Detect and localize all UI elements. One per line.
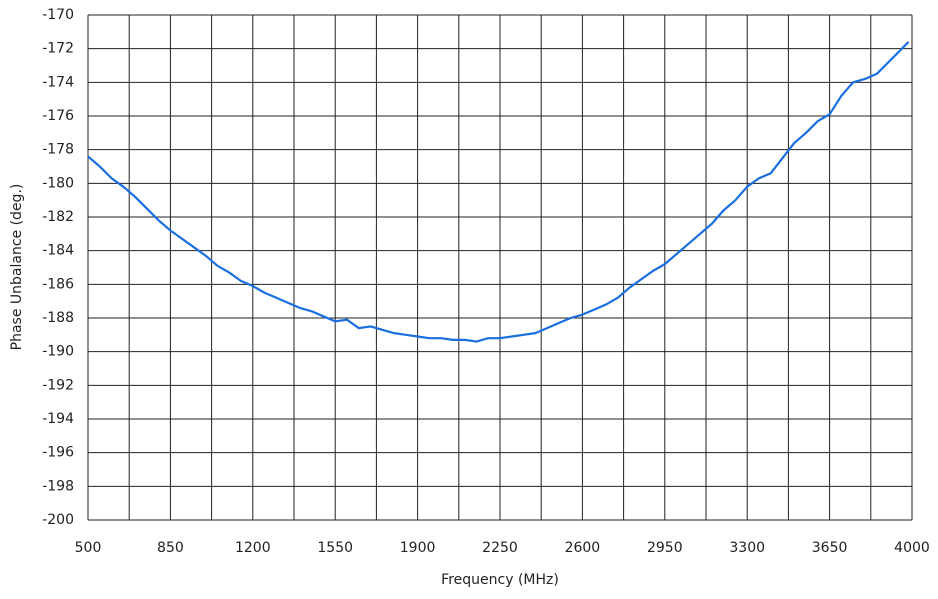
y-tick-label: -178 — [42, 142, 74, 158]
y-tick-label: -172 — [42, 41, 74, 57]
y-axis-title: Phase Unbalance (deg.) — [9, 184, 25, 351]
x-tick-label: 4000 — [894, 540, 930, 556]
y-tick-label: -198 — [42, 478, 74, 494]
x-tick-label: 3650 — [812, 540, 848, 556]
x-tick-label: 1550 — [317, 540, 353, 556]
y-tick-label: -180 — [42, 175, 74, 191]
y-tick-label: -188 — [42, 310, 74, 326]
y-tick-label: -200 — [42, 512, 74, 528]
x-axis-title: Frequency (MHz) — [441, 572, 559, 588]
x-tick-label: 500 — [75, 540, 102, 556]
y-tick-label: -190 — [42, 344, 74, 360]
x-tick-label: 2250 — [482, 540, 518, 556]
x-tick-label: 2950 — [647, 540, 683, 556]
y-tick-label: -182 — [42, 209, 74, 225]
y-tick-label: -196 — [42, 445, 74, 461]
y-tick-label: -174 — [42, 74, 74, 90]
y-tick-label: -184 — [42, 243, 74, 259]
y-tick-label: -170 — [42, 7, 74, 23]
y-tick-label: -186 — [42, 276, 74, 292]
x-tick-label: 2600 — [565, 540, 601, 556]
x-tick-label: 1900 — [400, 540, 436, 556]
x-tick-label: 850 — [157, 540, 184, 556]
x-tick-label: 3300 — [729, 540, 765, 556]
y-tick-label: -194 — [42, 411, 74, 427]
x-tick-label: 1200 — [235, 540, 271, 556]
y-tick-label: -176 — [42, 108, 74, 124]
y-tick-label: -192 — [42, 377, 74, 393]
data-line — [87, 41, 910, 343]
